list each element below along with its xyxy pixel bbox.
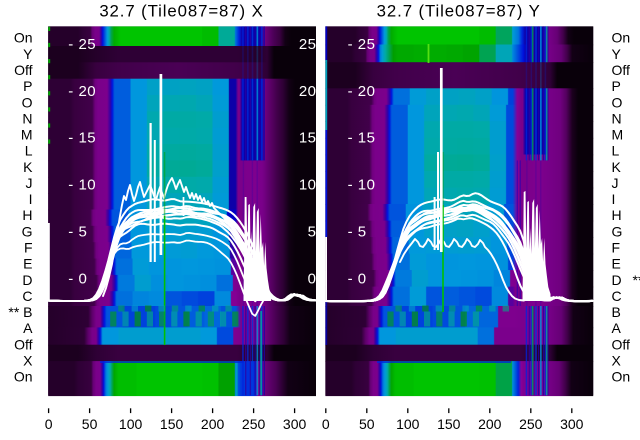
svg-text:- 10: - 10	[68, 177, 96, 194]
svg-text:5: 5	[308, 224, 317, 241]
svg-text:J: J	[26, 175, 33, 191]
svg-text:20: 20	[299, 83, 317, 100]
svg-text:O: O	[612, 94, 623, 110]
svg-text:32.7 (Tile087=87) Y: 32.7 (Tile087=87) Y	[377, 2, 541, 21]
svg-text:- 25: - 25	[348, 36, 376, 53]
svg-text:F: F	[612, 240, 621, 256]
svg-text:150: 150	[160, 416, 184, 432]
svg-text:E: E	[23, 256, 32, 272]
svg-text:- 15: - 15	[68, 130, 96, 147]
svg-text:H: H	[22, 207, 32, 223]
svg-text:X: X	[612, 353, 622, 369]
svg-text:200: 200	[478, 416, 502, 432]
svg-text:- 0: - 0	[68, 270, 87, 287]
svg-text:100: 100	[396, 416, 420, 432]
svg-text:- 0: - 0	[348, 270, 367, 287]
svg-text:P: P	[23, 78, 32, 94]
svg-text:- 5: - 5	[68, 224, 87, 241]
svg-text:N: N	[612, 110, 622, 126]
svg-text:150: 150	[437, 416, 461, 432]
svg-text:Y: Y	[612, 46, 622, 62]
svg-text:C: C	[612, 288, 622, 304]
svg-text:Off: Off	[14, 336, 33, 352]
svg-text:D: D	[22, 272, 32, 288]
svg-text:On: On	[14, 30, 33, 46]
svg-text:D **: D **	[612, 272, 640, 288]
svg-text:G: G	[22, 223, 33, 239]
svg-text:M: M	[21, 127, 33, 143]
svg-text:250: 250	[242, 416, 266, 432]
svg-text:On: On	[612, 369, 631, 385]
svg-text:15: 15	[299, 130, 317, 147]
svg-text:G: G	[612, 223, 623, 239]
svg-text:X: X	[23, 353, 33, 369]
svg-text:32.7 (Tile087=87) X: 32.7 (Tile087=87) X	[99, 2, 263, 21]
svg-text:50: 50	[82, 416, 98, 432]
svg-text:L: L	[25, 143, 33, 159]
svg-text:K: K	[612, 159, 622, 175]
svg-text:- 25: - 25	[68, 36, 96, 53]
svg-text:Off: Off	[612, 336, 631, 352]
svg-text:50: 50	[359, 416, 375, 432]
svg-text:250: 250	[519, 416, 543, 432]
svg-text:Off: Off	[14, 62, 33, 78]
svg-text:L: L	[612, 143, 620, 159]
svg-text:H: H	[612, 207, 622, 223]
svg-text:Off: Off	[612, 62, 631, 78]
svg-text:C: C	[22, 288, 32, 304]
svg-text:0: 0	[45, 416, 53, 432]
svg-text:F: F	[24, 240, 33, 256]
svg-text:A: A	[23, 320, 33, 336]
svg-text:E: E	[612, 256, 621, 272]
svg-text:B: B	[612, 304, 621, 320]
svg-text:10: 10	[299, 177, 317, 194]
svg-text:300: 300	[560, 416, 584, 432]
svg-text:I: I	[612, 191, 616, 207]
svg-text:P: P	[612, 78, 621, 94]
svg-text:Y: Y	[23, 46, 33, 62]
svg-text:N: N	[22, 110, 32, 126]
svg-text:200: 200	[201, 416, 225, 432]
svg-text:- 5: - 5	[348, 224, 367, 241]
svg-text:0: 0	[308, 270, 317, 287]
svg-text:- 20: - 20	[348, 83, 376, 100]
svg-text:- 20: - 20	[68, 83, 96, 100]
svg-text:- 15: - 15	[348, 130, 376, 147]
svg-text:300: 300	[283, 416, 307, 432]
svg-text:On: On	[14, 369, 33, 385]
svg-text:On: On	[612, 30, 631, 46]
svg-text:** B: ** B	[8, 304, 32, 320]
svg-text:100: 100	[119, 416, 143, 432]
svg-text:A: A	[612, 320, 622, 336]
svg-text:K: K	[23, 159, 33, 175]
svg-text:M: M	[612, 127, 624, 143]
svg-text:J: J	[612, 175, 619, 191]
svg-text:I: I	[29, 191, 33, 207]
svg-text:- 10: - 10	[348, 177, 376, 194]
svg-text:O: O	[22, 94, 33, 110]
svg-text:25: 25	[299, 36, 317, 53]
svg-text:0: 0	[322, 416, 330, 432]
